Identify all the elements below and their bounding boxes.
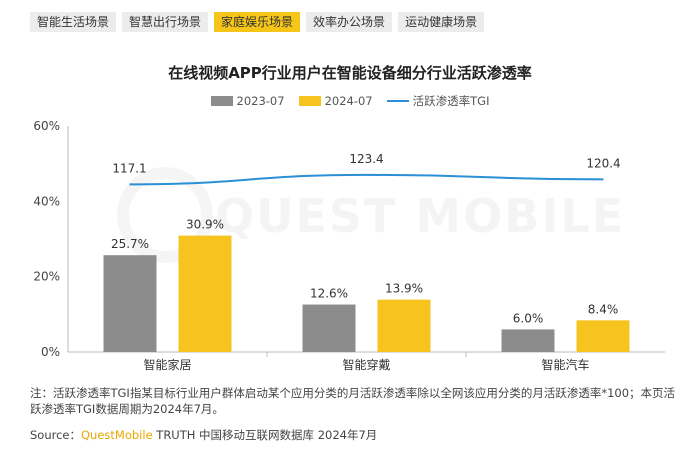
- legend-swatch-2023: [210, 96, 233, 106]
- bar-2024-07: [576, 320, 630, 352]
- legend-item-2023: 2023-07: [210, 93, 285, 109]
- x-tick-label: 智能穿戴: [342, 357, 390, 372]
- bar-2023-07: [501, 329, 555, 352]
- bar-data-label: 13.9%: [385, 282, 423, 296]
- footnote: 注：活跃渗透率TGI指某目标行业用户群体启动某个应用分类的月活跃渗透率除以全网该…: [30, 386, 676, 416]
- tgi-data-label: 117.1: [112, 161, 146, 175]
- tgi-data-label: 123.4: [349, 152, 383, 166]
- bar-2024-07: [377, 299, 431, 352]
- legend-label-2023: 2023-07: [236, 94, 285, 108]
- tab-office-efficiency[interactable]: 效率办公场景: [306, 12, 393, 32]
- y-tick-label: 0%: [41, 345, 60, 359]
- x-tick-label: 智能汽车: [541, 357, 589, 372]
- bar-data-label: 30.9%: [186, 218, 224, 232]
- y-tick-label: 40%: [33, 194, 60, 208]
- tab-sports-health[interactable]: 运动健康场景: [398, 12, 485, 32]
- chart-title: 在线视频APP行业用户在智能设备细分行业活跃渗透率: [168, 64, 532, 82]
- scene-tabs: 智能生活场景 智慧出行场景 家庭娱乐场景 效率办公场景 运动健康场景: [30, 12, 485, 32]
- y-tick-label: 20%: [33, 270, 60, 284]
- source-prefix: Source：: [30, 428, 81, 442]
- bar-2024-07: [178, 235, 232, 352]
- watermark-logo-icon: [117, 167, 213, 263]
- source-brand: QuestMobile: [81, 428, 153, 442]
- tab-home-entertainment[interactable]: 家庭娱乐场景: [214, 12, 301, 32]
- tab-smart-travel[interactable]: 智慧出行场景: [122, 12, 209, 32]
- watermark-text: QUEST MOBILE: [215, 189, 625, 243]
- bar-data-label: 12.6%: [310, 287, 348, 301]
- x-tick-label: 智能家居: [143, 357, 191, 372]
- legend-item-tgi: 活跃渗透率TGI: [386, 93, 490, 109]
- tgi-data-label: 120.4: [586, 156, 620, 170]
- bar-2023-07: [103, 255, 157, 352]
- y-tick-label: 60%: [33, 119, 60, 133]
- tgi-line: [129, 173, 604, 186]
- bar-2023-07: [302, 304, 356, 352]
- legend-swatch-2024: [298, 96, 321, 106]
- chart-legend: 2023-07 2024-07 活跃渗透率TGI: [0, 93, 700, 109]
- tab-smart-life[interactable]: 智能生活场景: [30, 12, 117, 32]
- source-line: Source：QuestMobile TRUTH 中国移动互联网数据库 2024…: [30, 427, 377, 443]
- legend-label-2024: 2024-07: [324, 94, 373, 108]
- legend-label-tgi: 活跃渗透率TGI: [412, 94, 490, 108]
- bar-data-label: 6.0%: [513, 311, 544, 325]
- bar-data-label: 25.7%: [111, 237, 149, 251]
- bar-data-label: 8.4%: [588, 302, 619, 316]
- legend-swatch-tgi: [386, 100, 409, 102]
- source-rest: TRUTH 中国移动互联网数据库 2024年7月: [152, 428, 378, 442]
- legend-item-2024: 2024-07: [298, 93, 373, 109]
